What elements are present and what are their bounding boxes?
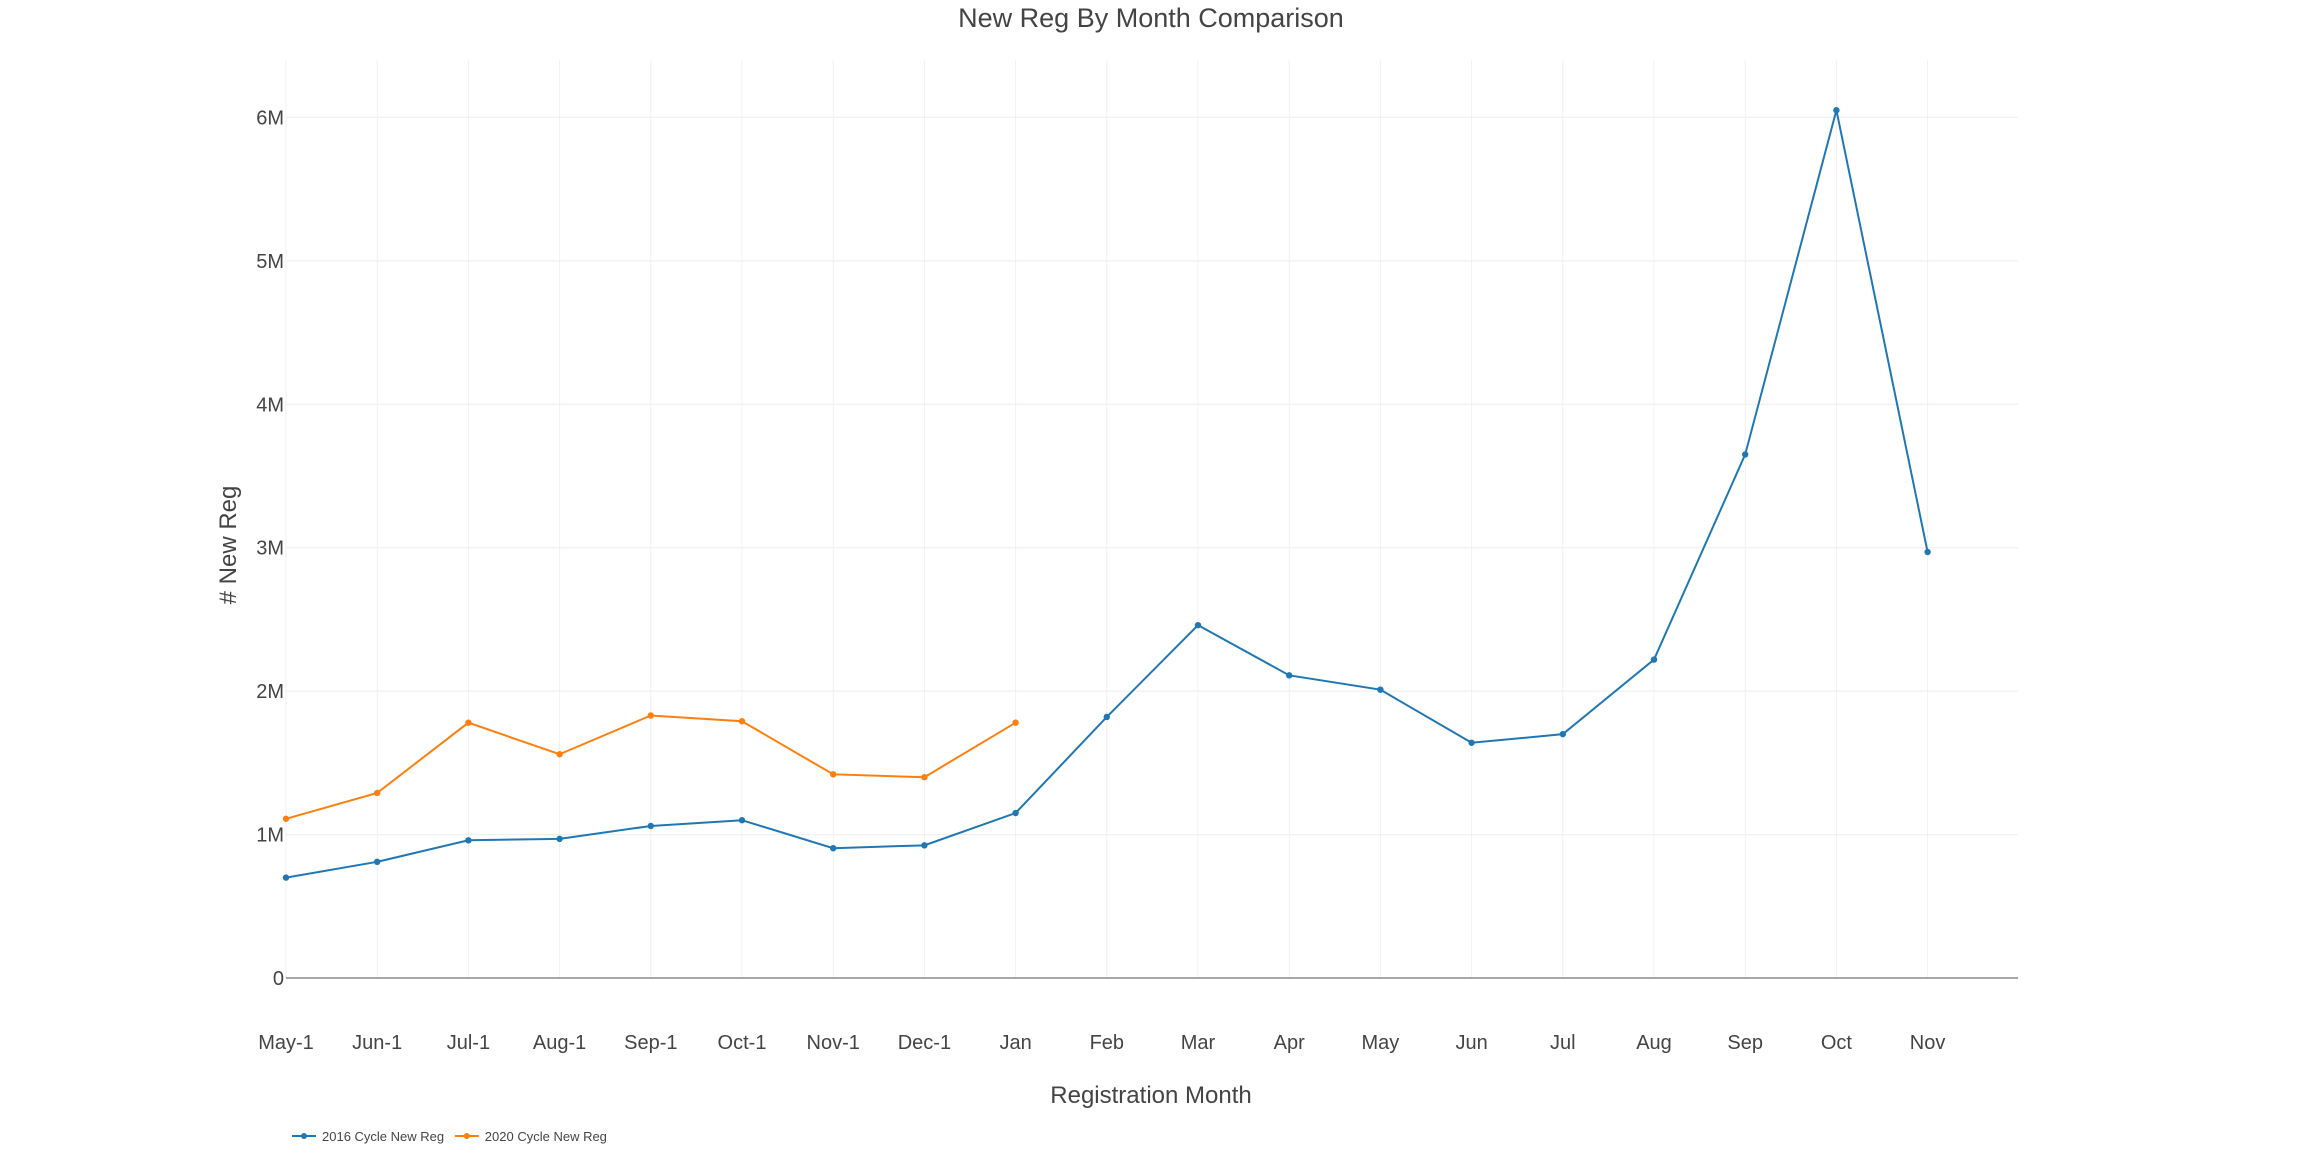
data-point — [465, 837, 472, 844]
data-point — [556, 751, 563, 758]
x-tick-label: Jun — [1455, 1032, 1487, 1054]
y-tick-label: 0 — [273, 968, 284, 990]
legend-swatch-marker — [301, 1133, 307, 1139]
data-point — [647, 712, 654, 719]
y-tick-label: 1M — [256, 825, 284, 847]
series-orange — [282, 712, 1019, 822]
data-point — [1377, 686, 1384, 693]
data-point — [282, 874, 290, 881]
x-tick-label: Nov — [1910, 1032, 1946, 1054]
x-axis-title: Registration Month — [1050, 1082, 1251, 1109]
legend-item: 2020 Cycle New Reg — [454, 1129, 607, 1144]
legend: 2016 Cycle New Reg 2020 Cycle New Reg — [292, 1129, 607, 1144]
y-tick-label: 4M — [256, 394, 284, 416]
x-tick-label: Aug — [1636, 1032, 1672, 1054]
y-tick-label: 6M — [256, 107, 284, 129]
x-tick-label: Oct — [1821, 1032, 1853, 1054]
series-blue — [282, 107, 1931, 881]
legend-item: 2016 Cycle New Reg — [292, 1129, 444, 1144]
x-tick-label: Sep — [1727, 1032, 1763, 1054]
data-point — [830, 771, 837, 778]
chart-title: New Reg By Month Comparison — [958, 3, 1344, 33]
series-layer — [282, 107, 1931, 881]
y-tick-label: 3M — [256, 538, 284, 560]
x-tick-label: Aug-1 — [533, 1032, 586, 1054]
data-point — [1924, 548, 1931, 556]
data-point — [921, 842, 928, 849]
data-point — [738, 817, 746, 824]
data-point — [556, 835, 563, 843]
data-point — [647, 822, 654, 830]
x-tick-label: Dec-1 — [898, 1032, 951, 1054]
legend-label: 2016 Cycle New Reg — [322, 1129, 444, 1144]
y-tick-label: 5M — [256, 251, 284, 273]
x-tick-label: Oct-1 — [718, 1032, 767, 1054]
data-point — [1286, 672, 1293, 679]
x-tick-label: Jun-1 — [352, 1032, 402, 1054]
y-axis-title: # New Reg — [215, 486, 242, 605]
data-point — [374, 858, 381, 866]
data-point — [374, 789, 381, 797]
data-point — [830, 844, 837, 852]
data-point — [1012, 719, 1019, 726]
x-tick-label: May-1 — [258, 1032, 314, 1054]
x-tick-label: Nov-1 — [807, 1032, 860, 1054]
data-point — [1194, 621, 1202, 629]
data-point — [1833, 107, 1840, 114]
x-tick-label: Feb — [1090, 1032, 1124, 1054]
data-point — [1742, 451, 1749, 458]
data-point — [1103, 713, 1111, 721]
y-tick-label: 2M — [256, 681, 284, 703]
x-tick-label: Sep-1 — [624, 1032, 677, 1054]
data-point — [1468, 739, 1475, 746]
grid — [285, 60, 2018, 978]
x-tick-label: Apr — [1274, 1032, 1305, 1054]
data-point — [1012, 809, 1019, 817]
legend-label: 2020 Cycle New Reg — [485, 1129, 607, 1144]
axes: 0 1M 2M 3M 4M 5M 6M May-1 Jun-1 Jul-1 Aug-1 Sep-1 Oc… — [256, 107, 2018, 1054]
x-tick-label: Mar — [1181, 1032, 1216, 1054]
x-tick-label: May — [1362, 1032, 1400, 1054]
data-point — [282, 815, 290, 822]
x-tick-label: Jul-1 — [447, 1032, 490, 1054]
legend-swatch-marker — [463, 1133, 470, 1139]
x-tick-label: Jan — [999, 1032, 1031, 1054]
data-point — [738, 718, 746, 725]
data-point — [465, 719, 472, 726]
data-point — [1559, 730, 1567, 738]
data-point — [1650, 656, 1658, 663]
x-tick-label: Jul — [1550, 1032, 1576, 1054]
data-point — [921, 773, 928, 781]
